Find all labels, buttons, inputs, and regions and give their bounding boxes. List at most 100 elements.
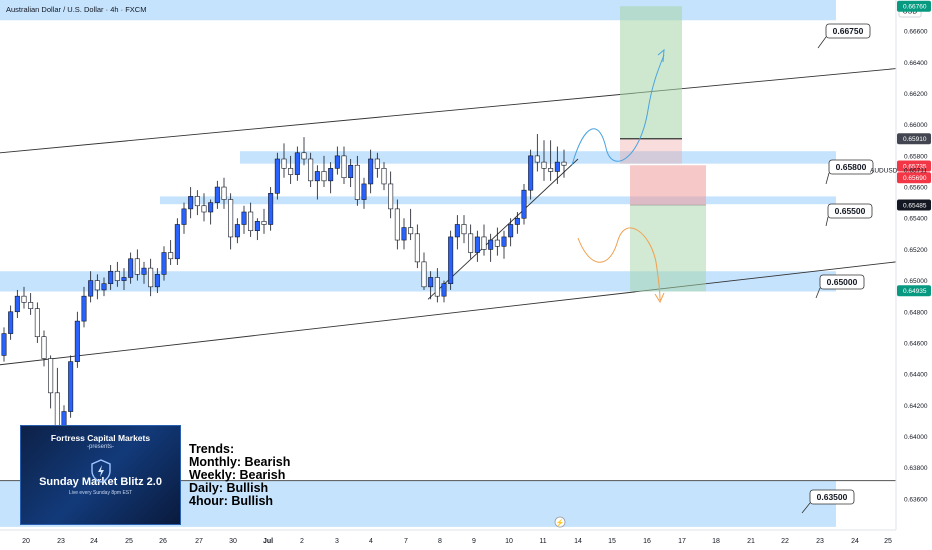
candle bbox=[548, 168, 554, 172]
trend-4hour: 4hour: Bullish bbox=[189, 494, 274, 508]
channel-upper-line bbox=[0, 68, 897, 154]
lightning-glyph: ⚡ bbox=[556, 518, 565, 527]
bullish-arrowhead bbox=[657, 48, 665, 63]
candle bbox=[441, 283, 447, 297]
price-tag bbox=[897, 285, 931, 297]
candle bbox=[314, 171, 320, 182]
price-tag-text: 0.65690 bbox=[903, 175, 927, 182]
x-tick-label: 17 bbox=[678, 538, 686, 545]
candle bbox=[474, 236, 480, 253]
channel-lower-line bbox=[0, 261, 897, 366]
price-tag-text: 0.65711 bbox=[904, 167, 927, 174]
long-target-box bbox=[620, 6, 682, 139]
symbol-label: AUDUSD bbox=[870, 167, 898, 174]
y-tick-label: 0.65200 bbox=[904, 247, 928, 254]
candle bbox=[281, 158, 287, 169]
candle bbox=[508, 224, 514, 238]
currency-label: USD bbox=[903, 9, 918, 16]
candle bbox=[428, 277, 434, 288]
callout-box bbox=[809, 489, 855, 505]
x-tick-label: 27 bbox=[195, 538, 203, 545]
candle bbox=[468, 233, 474, 253]
candle bbox=[41, 336, 47, 359]
short-target-box bbox=[630, 204, 706, 292]
x-tick-label: 30 bbox=[229, 538, 237, 545]
x-tick-label: 16 bbox=[643, 538, 651, 545]
candle bbox=[521, 189, 527, 219]
x-tick-label: 21 bbox=[747, 538, 755, 545]
x-tick-label: 10 bbox=[505, 538, 513, 545]
candle bbox=[48, 358, 54, 394]
price-tag-text: 0.64935 bbox=[903, 288, 927, 295]
candle bbox=[201, 205, 207, 213]
symbol-header[interactable]: Australian Dollar / U.S. Dollar · 4h · F… bbox=[6, 5, 147, 14]
bullish-projection-arrow bbox=[571, 54, 665, 166]
trend-weekly: Weekly: Bearish bbox=[189, 468, 286, 482]
candle bbox=[421, 261, 427, 288]
y-tick-label: 0.64600 bbox=[904, 340, 928, 347]
candle bbox=[154, 274, 160, 288]
x-tick-label: 25 bbox=[884, 538, 892, 545]
candle bbox=[374, 158, 380, 169]
candle bbox=[494, 239, 500, 247]
candle bbox=[128, 258, 134, 278]
price-tag-text: 0.65485 bbox=[903, 202, 927, 209]
y-tick-label: 0.66600 bbox=[904, 29, 928, 36]
candle bbox=[541, 161, 547, 169]
candle bbox=[368, 158, 374, 185]
price-axis-bg bbox=[896, 0, 932, 550]
bearish-arrowhead bbox=[654, 292, 665, 304]
candle bbox=[194, 196, 200, 207]
x-tick-label: 8 bbox=[438, 538, 442, 545]
y-tick-label: 0.63600 bbox=[904, 496, 928, 503]
candle bbox=[208, 202, 214, 213]
x-tick-label: 18 bbox=[712, 538, 720, 545]
candle bbox=[461, 224, 467, 235]
promo-banner: Fortress Capital Markets -presents- Sund… bbox=[20, 425, 181, 525]
trend-heading: Trends: bbox=[189, 442, 235, 456]
candle bbox=[121, 277, 127, 281]
x-tick-label: 11 bbox=[539, 538, 546, 545]
candle bbox=[261, 221, 267, 225]
x-tick-label: 24 bbox=[90, 538, 98, 545]
lightning-icon bbox=[554, 516, 566, 528]
callout-label: 0.65000 bbox=[827, 277, 858, 287]
candle bbox=[388, 183, 394, 210]
candle bbox=[274, 158, 280, 194]
trend-notes: Trends: Monthly: Bearish Weekly: Bearish… bbox=[189, 443, 290, 508]
candle bbox=[248, 211, 254, 232]
shield-icon bbox=[91, 459, 111, 483]
candle bbox=[514, 217, 520, 225]
y-tick-label: 0.65600 bbox=[904, 185, 928, 192]
x-tick-label: 23 bbox=[57, 538, 65, 545]
candle bbox=[401, 227, 407, 241]
candle bbox=[1, 333, 7, 356]
candle bbox=[148, 267, 154, 288]
x-tick-label: 26 bbox=[159, 538, 167, 545]
candle bbox=[308, 158, 314, 182]
price-tag-text: 0.65735 bbox=[903, 164, 927, 171]
candle bbox=[81, 295, 87, 322]
candle bbox=[361, 183, 367, 200]
callout-label: 0.65800 bbox=[836, 162, 867, 172]
promo-presents: -presents- bbox=[86, 444, 114, 450]
x-tick-label: 24 bbox=[851, 538, 859, 545]
candle bbox=[134, 258, 140, 275]
candle bbox=[34, 308, 40, 338]
candle bbox=[14, 295, 20, 313]
x-tick-label: 4 bbox=[369, 538, 373, 545]
y-tick-label: 0.64800 bbox=[904, 309, 928, 316]
candle bbox=[8, 311, 14, 334]
candle bbox=[228, 199, 234, 238]
candle bbox=[454, 224, 460, 238]
trend-daily: Daily: Bullish bbox=[189, 481, 269, 495]
candle bbox=[501, 236, 507, 247]
candle bbox=[268, 192, 274, 225]
candle bbox=[114, 270, 120, 281]
x-tick-label: Jul bbox=[263, 538, 273, 545]
candle bbox=[301, 152, 307, 160]
callout-box bbox=[827, 203, 873, 219]
candles-group bbox=[1, 134, 567, 453]
